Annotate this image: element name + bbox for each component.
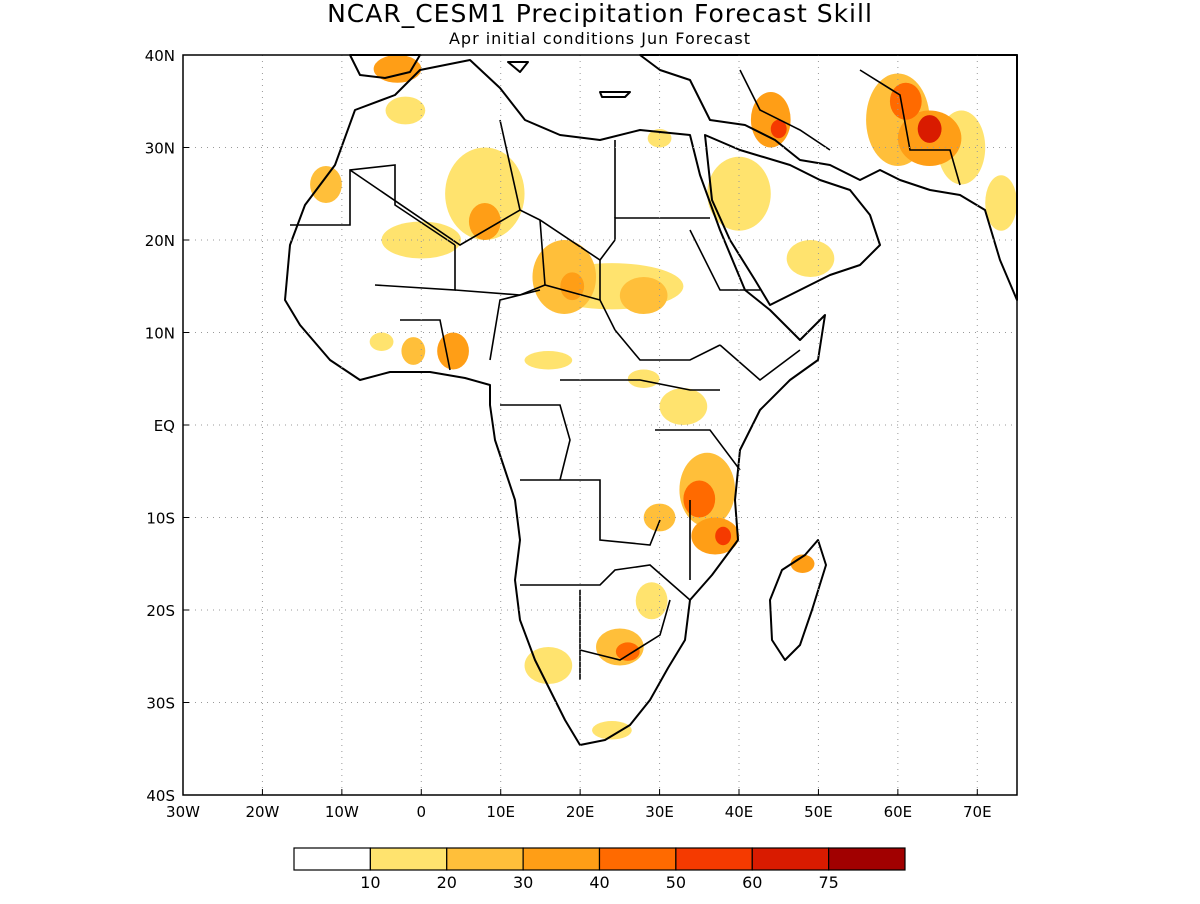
longitude-tick-label: 20W [245, 803, 279, 821]
longitude-tick-label: 60E [884, 803, 913, 821]
longitude-tick-labels: 30W 20W 10W 0 10E 20E 30E 40E 50E 60E 70E [166, 803, 992, 821]
border-ethiopia-somalia [719, 344, 801, 382]
skill-region [468, 203, 501, 240]
colorbar: 10 20 30 40 50 60 75 [293, 847, 906, 892]
colorbar-swatch [675, 847, 753, 871]
skill-region [592, 721, 632, 740]
latitude-tick-label: 40S [146, 787, 175, 805]
latitude-tick-label: 10N [145, 325, 175, 343]
colorbar-label: 40 [589, 873, 609, 892]
border-nigeria [489, 289, 541, 361]
skill-region [437, 332, 469, 370]
longitude-tick-label: 0 [417, 803, 427, 821]
skill-region [369, 332, 394, 351]
longitude-tick-label: 10W [325, 803, 359, 821]
skill-region [524, 351, 573, 370]
skill-region [524, 647, 573, 684]
colorbar-swatch [522, 847, 601, 871]
border-niger-east [539, 219, 546, 286]
longitude-tick-label: 50E [804, 803, 833, 821]
skill-region [560, 272, 585, 301]
longitude-tick-label: 30E [645, 803, 674, 821]
latitude-tick-label: 10S [146, 510, 175, 528]
skill-region [770, 119, 787, 139]
latitude-tick-label: 40N [145, 47, 175, 65]
madagascar-coastline [769, 539, 827, 661]
longitude-tick-label: 10E [486, 803, 515, 821]
border-gabon-congo [500, 404, 571, 481]
border-angola-drc [520, 479, 661, 546]
skill-region [635, 582, 668, 620]
skill-region [659, 388, 708, 425]
border-ghana [400, 319, 451, 371]
border-west-sahara [290, 164, 456, 246]
crete-coastline [599, 91, 631, 98]
latitude-tick-label: 20S [146, 602, 175, 620]
colorbar-swatch [446, 847, 524, 871]
border-botswana-sa [579, 599, 671, 661]
colorbar-label: 50 [666, 873, 686, 892]
colorbar-label: 75 [818, 873, 838, 892]
colorbar-swatch [369, 847, 448, 871]
border-namibia-zambia [520, 564, 691, 601]
border-sudan-south [614, 329, 721, 361]
border-iran-afghanistan [859, 69, 961, 186]
skill-region [401, 337, 426, 365]
map-plot-area [182, 54, 1018, 796]
skill-region [786, 240, 835, 277]
colorbar-label: 20 [437, 873, 457, 892]
border-east-africa [655, 429, 741, 471]
longitude-tick-label: 40E [725, 803, 754, 821]
colorbar-swatch [828, 847, 906, 871]
latitude-tick-label: 30S [146, 695, 175, 713]
border-algeria-libya [499, 119, 521, 211]
skill-region [917, 115, 942, 143]
latitude-tick-labels: 40N 30N 20N 10N EQ 10S 20S 30S 40S [145, 47, 175, 805]
skill-region [619, 277, 668, 314]
colorbar-swatch [598, 847, 677, 871]
longitude-tick-label: 70E [963, 803, 992, 821]
skill-region [715, 526, 732, 546]
colorbar-label: 60 [742, 873, 762, 892]
skill-region [985, 175, 1017, 231]
skill-region [627, 369, 660, 388]
skill-region [373, 55, 422, 83]
colorbar-swatch [751, 847, 830, 871]
latitude-tick-label: EQ [154, 417, 175, 435]
colorbar-label: 30 [513, 873, 533, 892]
longitude-tick-label: 20E [566, 803, 595, 821]
border-car-congo [560, 379, 720, 391]
border-sahel-north [349, 169, 710, 262]
skill-region [615, 642, 640, 661]
latitude-tick-label: 20N [145, 232, 175, 250]
colorbar-swatch [293, 847, 371, 871]
border-iraq [739, 69, 831, 151]
skill-region [647, 129, 672, 148]
colorbar-label: 10 [360, 873, 380, 892]
country-borders [290, 69, 961, 680]
coastline-layer [284, 54, 1018, 746]
latitude-tick-label: 30N [145, 140, 175, 158]
skill-region [750, 92, 791, 148]
africa-coastline [284, 59, 826, 746]
skill-region [889, 82, 922, 120]
asia-coastline [639, 54, 1018, 301]
skill-region [310, 166, 342, 203]
longitude-tick-label: 30W [166, 803, 200, 821]
map-title: NCAR_CESM1 Precipitation Forecast Skill [327, 0, 873, 28]
skill-region [683, 480, 716, 518]
skill-region [790, 554, 815, 573]
sicily-coastline [507, 61, 529, 73]
map-frame [182, 54, 1018, 796]
border-sudan-eritrea [689, 229, 760, 291]
skill-region [381, 221, 461, 259]
skill-region [445, 147, 525, 240]
arabia-coastline [704, 134, 881, 306]
map-subtitle: Apr initial conditions Jun Forecast [449, 29, 751, 48]
skill-region [385, 96, 426, 125]
